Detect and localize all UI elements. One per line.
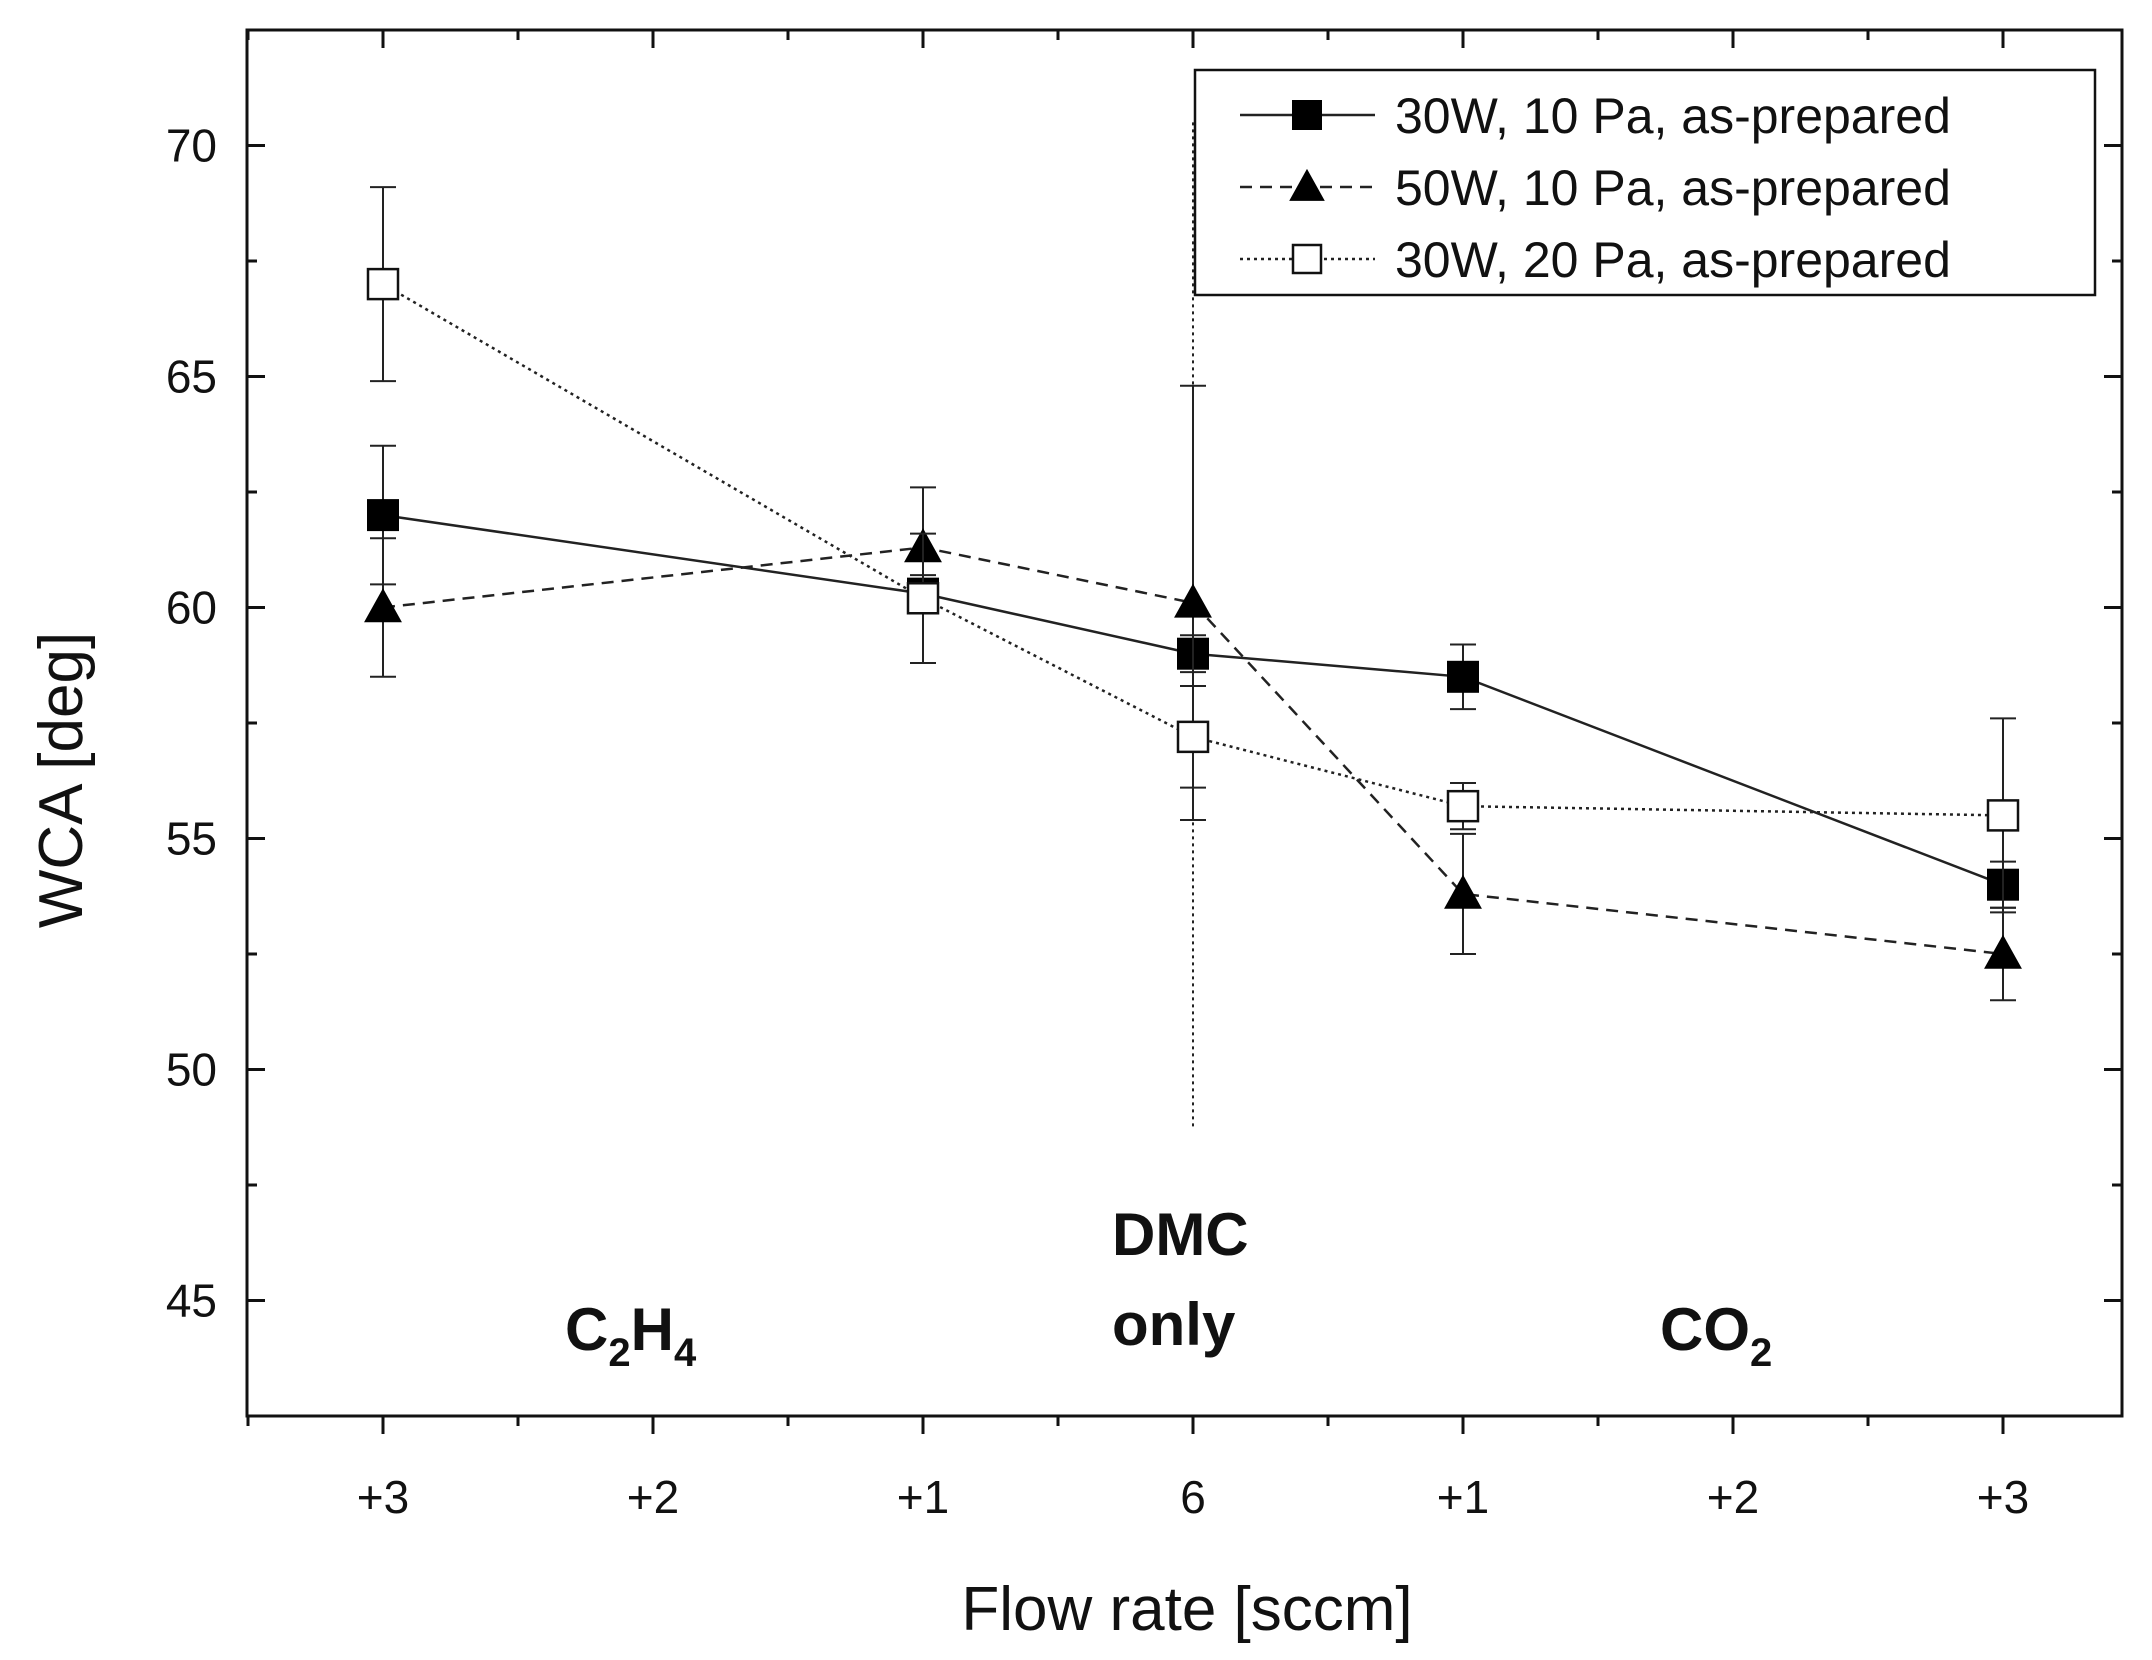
y-axis: 45 50 55 60 65 70 xyxy=(166,28,2122,1327)
x-tick-label: +1 xyxy=(897,1471,949,1523)
region-dmc-label-line2: only xyxy=(1112,1291,1236,1358)
marker-filled-square xyxy=(1447,660,1479,693)
legend-item-2: 50W, 10 Pa, as-prepared xyxy=(1240,160,1951,216)
legend: 30W, 10 Pa, as-prepared 50W, 10 Pa, as-pr… xyxy=(1193,68,2097,297)
region-c2h4-label: C2H4 xyxy=(565,1296,697,1375)
marker-filled-square xyxy=(367,499,399,532)
marker-open-square xyxy=(906,582,940,615)
marker-filled-triangle xyxy=(1289,168,1325,201)
y-axis-title: WCA [deg] xyxy=(27,632,96,928)
x-tick-label: +3 xyxy=(357,1471,409,1523)
marker-filled-triangle xyxy=(1174,583,1212,618)
legend-items: 30W, 10 Pa, as-prepared 50W, 10 Pa, as-pr… xyxy=(1240,88,1951,288)
legend-item-3: 30W, 20 Pa, as-prepared xyxy=(1240,232,1951,288)
x-tick-label: +2 xyxy=(1707,1471,1759,1523)
series-3 xyxy=(366,186,2020,914)
legend-label: 30W, 10 Pa, as-prepared xyxy=(1395,88,1951,144)
marker-open-square xyxy=(1446,789,1480,823)
y-tick-label: 70 xyxy=(166,120,217,172)
marker-filled-triangle xyxy=(364,588,402,623)
series-layer xyxy=(364,186,2022,1002)
legend-box xyxy=(1193,68,2097,297)
x-axis-title: Flow rate [sccm] xyxy=(961,1575,1412,1644)
x-axis: +3 +2 +1 6 +1 +2 +3 xyxy=(246,30,2029,1523)
marker-open-square xyxy=(1986,799,2020,832)
y-tick-label: 60 xyxy=(166,582,217,634)
x-tick-label: 6 xyxy=(1180,1471,1206,1523)
series-line xyxy=(382,546,2004,956)
region-co2-label: CO2 xyxy=(1660,1296,1772,1375)
marker-filled-triangle xyxy=(1444,874,1482,909)
legend-label: 50W, 10 Pa, as-prepared xyxy=(1395,160,1951,216)
x-tick-label: +3 xyxy=(1977,1471,2029,1523)
region-dmc-label-line1: DMC xyxy=(1112,1201,1249,1268)
x-tick-label: +2 xyxy=(627,1471,679,1523)
y-tick-label: 55 xyxy=(166,813,217,865)
y-tick-label: 45 xyxy=(166,1275,217,1327)
marker-filled-triangle xyxy=(1984,934,2022,969)
marker-open-square xyxy=(366,267,400,301)
legend-item-1: 30W, 10 Pa, as-prepared xyxy=(1240,88,1951,144)
y-tick-label: 50 xyxy=(166,1044,217,1096)
marker-open-square xyxy=(1176,720,1210,754)
marker-filled-square xyxy=(1292,100,1322,130)
y-tick-label: 65 xyxy=(166,351,217,403)
x-tick-label: +1 xyxy=(1437,1471,1489,1523)
series-line xyxy=(382,283,2004,817)
legend-label: 30W, 20 Pa, as-prepared xyxy=(1395,232,1951,288)
marker-open-square xyxy=(1291,243,1323,275)
